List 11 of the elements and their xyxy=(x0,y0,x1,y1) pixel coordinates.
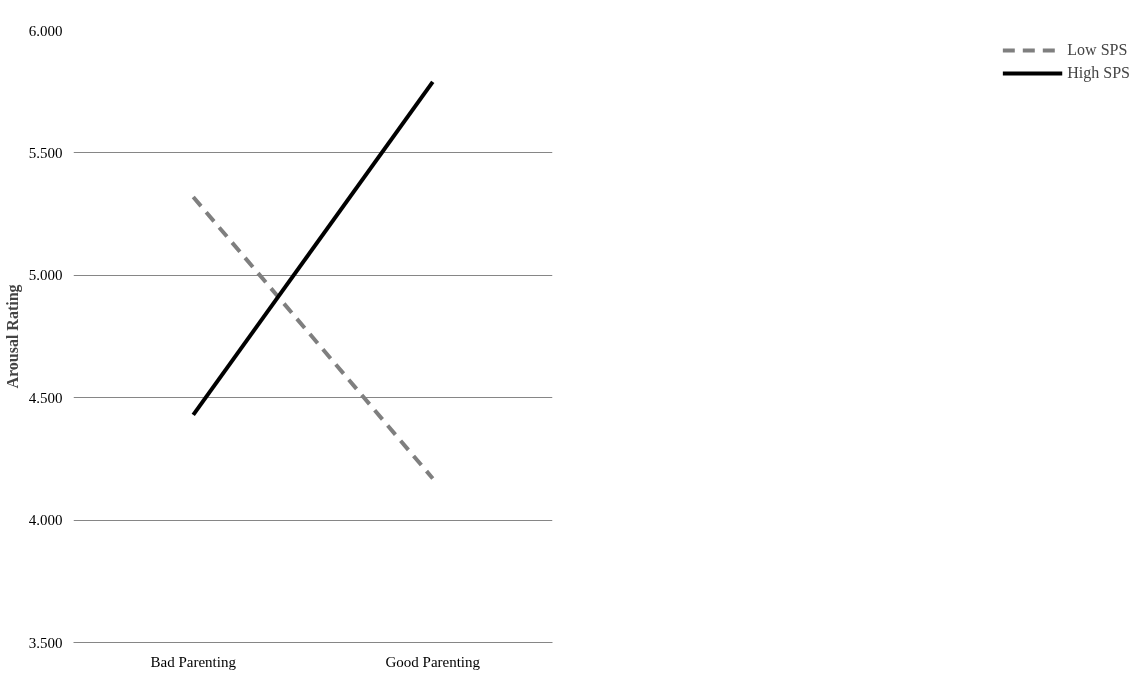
x-tick-label: Bad Parenting xyxy=(150,653,237,670)
y-tick-label: 4.500 xyxy=(28,389,63,406)
legend-label: Low SPS xyxy=(1067,41,1128,59)
legend-label: High SPS xyxy=(1067,64,1130,82)
y-axis-title: Arousal Rating xyxy=(3,284,22,389)
y-tick-label: 5.000 xyxy=(28,267,63,284)
y-tick-label: 4.000 xyxy=(28,512,63,529)
y-tick-label: 3.500 xyxy=(28,634,63,651)
y-tick-label: 6.000 xyxy=(28,22,63,39)
x-tick-label: Good Parenting xyxy=(385,653,481,670)
y-tick-label: 5.500 xyxy=(28,144,63,161)
